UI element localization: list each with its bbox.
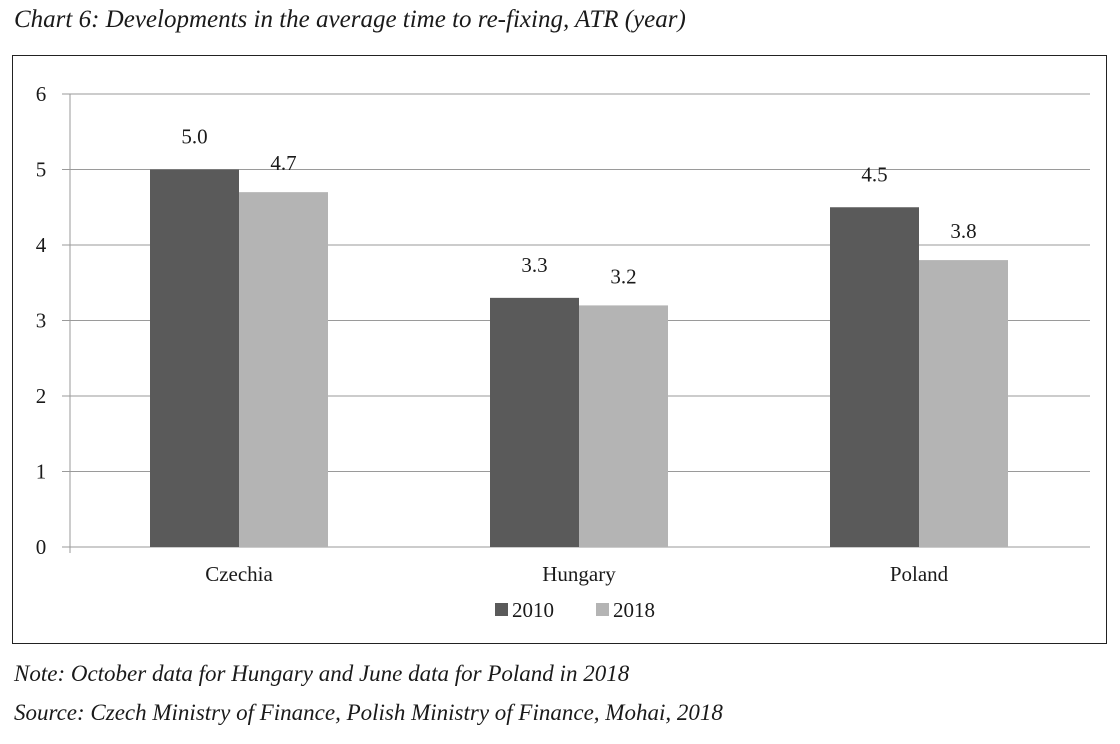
legend-label-2018: 2018 (613, 598, 655, 622)
chart-title: Chart 6: Developments in the average tim… (14, 6, 686, 33)
data-label: 5.0 (181, 125, 207, 149)
y-tick-label: 5 (36, 158, 47, 182)
data-label: 4.5 (861, 162, 887, 186)
chart-note: Note: October data for Hungary and June … (14, 661, 630, 686)
chart-frame (12, 55, 1107, 644)
y-tick-label: 3 (36, 309, 47, 333)
chart-source: Source: Czech Ministry of Finance, Polis… (14, 700, 723, 725)
axes: 0 1 2 3 4 5 6 Czechia Hungary Poland (36, 82, 949, 586)
legend-swatch-2010 (495, 603, 508, 616)
bars (150, 169, 1008, 547)
legend: 2010 2018 (495, 598, 655, 622)
legend-label-2010: 2010 (512, 598, 554, 622)
x-category-label: Czechia (205, 562, 273, 586)
y-tick-label: 2 (36, 384, 47, 408)
x-category-label: Hungary (542, 562, 616, 586)
y-tick-label: 0 (36, 535, 47, 559)
bar-2018-poland (919, 260, 1008, 547)
data-label: 3.3 (521, 253, 547, 277)
y-tick-label: 1 (36, 460, 47, 484)
data-label: 3.2 (610, 264, 636, 288)
data-label: 4.7 (270, 151, 296, 175)
y-tick-label: 4 (36, 233, 47, 257)
bar-2018-czechia (239, 192, 328, 547)
bar-2018-hungary (579, 305, 668, 547)
y-tick-label: 6 (36, 82, 47, 106)
bar-2010-czechia (150, 169, 239, 547)
data-labels: 5.0 4.7 3.3 3.2 4.5 3.8 (181, 125, 976, 289)
bar-2010-poland (830, 207, 919, 547)
bar-2010-hungary (490, 297, 579, 547)
x-category-label: Poland (890, 562, 949, 586)
legend-swatch-2018 (596, 603, 609, 616)
data-label: 3.8 (950, 219, 976, 243)
